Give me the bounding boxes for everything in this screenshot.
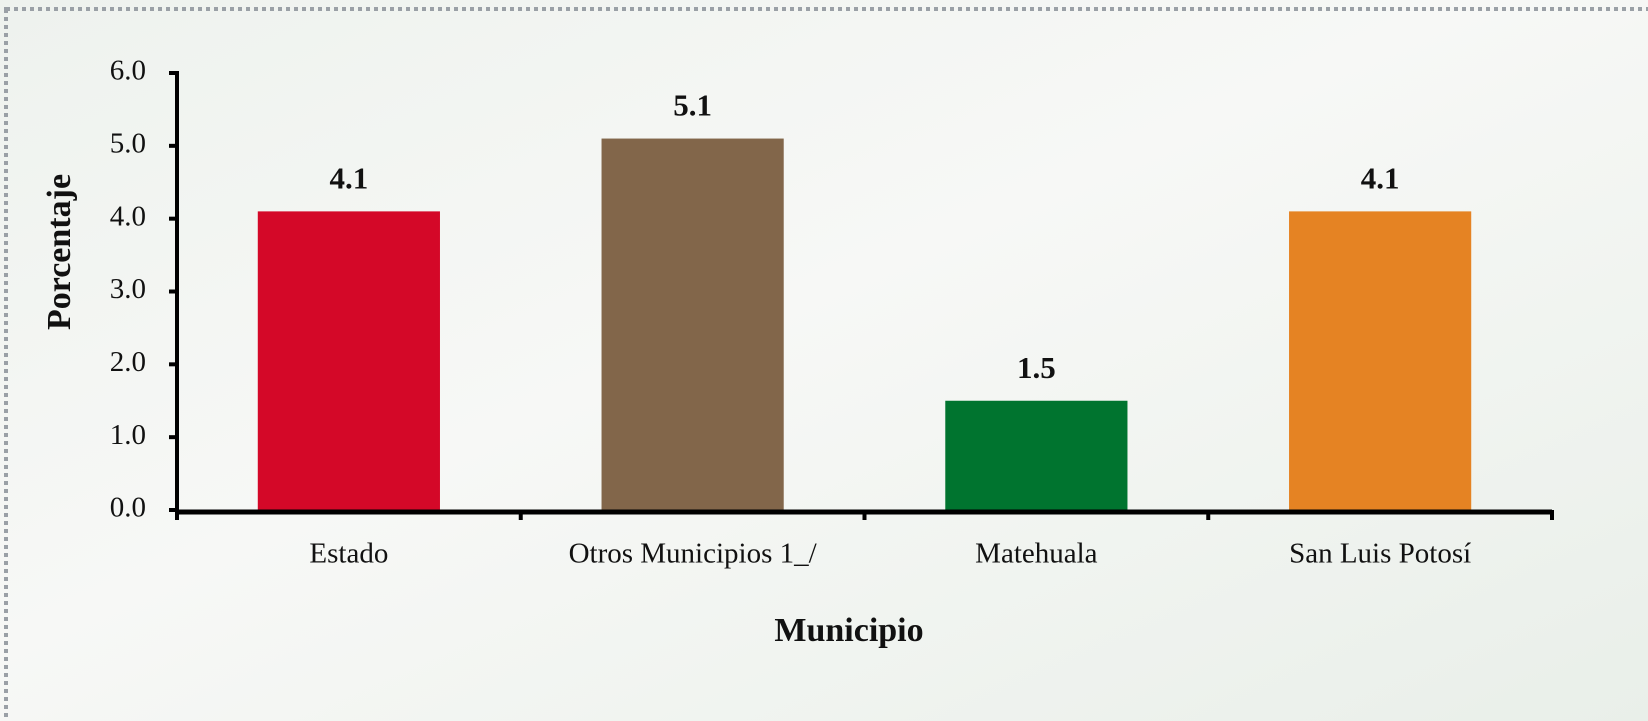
bar [945, 400, 1128, 510]
x-tick-label: Matehuala [975, 538, 1098, 570]
x-axis-label: Municipio [774, 612, 923, 649]
y-axis-label: Porcentaje [41, 174, 78, 330]
y-tick-label: 2.0 [110, 346, 146, 378]
x-tick-label: Otros Municipios 1_/ [569, 538, 818, 570]
data-label: 4.1 [1361, 160, 1400, 195]
x-tick-label: Estado [309, 538, 388, 570]
y-tick-label: 5.0 [110, 127, 146, 159]
data-label: 1.5 [1017, 350, 1056, 385]
data-label: 4.1 [330, 160, 369, 195]
bar [1289, 211, 1472, 510]
y-tick-label: 0.0 [110, 492, 146, 524]
data-label: 5.1 [673, 88, 712, 123]
frame [4, 7, 1648, 721]
bar [257, 211, 440, 510]
y-tick-label: 1.0 [110, 419, 146, 451]
bar [601, 138, 784, 511]
y-tick-label: 3.0 [110, 273, 146, 305]
y-tick-label: 4.0 [110, 200, 146, 232]
y-tick-label: 6.0 [110, 55, 146, 87]
x-tick-label: San Luis Potosí [1289, 538, 1471, 570]
